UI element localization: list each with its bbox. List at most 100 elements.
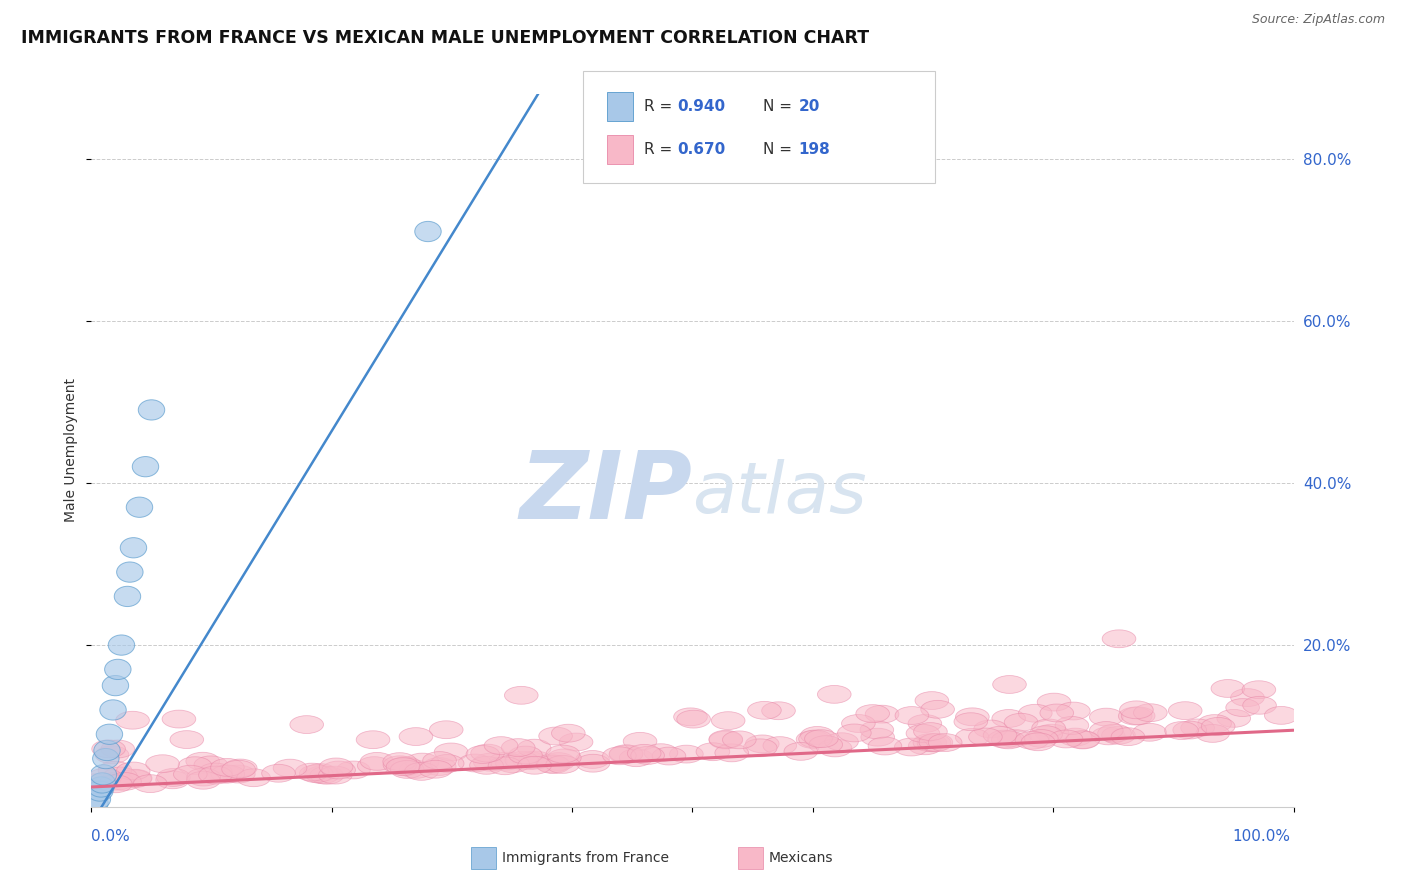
Ellipse shape	[1025, 730, 1059, 747]
Ellipse shape	[198, 766, 232, 784]
Text: N =: N =	[763, 99, 797, 114]
Ellipse shape	[399, 761, 433, 779]
Ellipse shape	[914, 723, 948, 740]
Ellipse shape	[576, 755, 610, 772]
Ellipse shape	[422, 757, 456, 775]
Ellipse shape	[98, 761, 132, 779]
Ellipse shape	[696, 743, 730, 761]
Ellipse shape	[1201, 717, 1234, 735]
Ellipse shape	[423, 752, 457, 770]
Ellipse shape	[1098, 724, 1132, 742]
Ellipse shape	[905, 724, 939, 742]
Ellipse shape	[94, 740, 121, 761]
Ellipse shape	[108, 635, 135, 656]
Ellipse shape	[1102, 630, 1136, 648]
Ellipse shape	[609, 746, 643, 764]
Ellipse shape	[842, 714, 875, 732]
Ellipse shape	[319, 766, 352, 784]
Ellipse shape	[1102, 726, 1135, 744]
Ellipse shape	[382, 753, 416, 771]
Ellipse shape	[79, 773, 112, 791]
Ellipse shape	[908, 737, 942, 755]
Ellipse shape	[104, 767, 138, 785]
Ellipse shape	[179, 756, 212, 774]
Ellipse shape	[908, 714, 942, 732]
Ellipse shape	[186, 752, 219, 770]
Ellipse shape	[669, 745, 703, 763]
Ellipse shape	[517, 756, 551, 774]
Text: R =: R =	[644, 99, 678, 114]
Ellipse shape	[108, 772, 142, 790]
Text: ZIP: ZIP	[520, 447, 692, 540]
Ellipse shape	[709, 731, 742, 748]
Ellipse shape	[799, 730, 832, 747]
Ellipse shape	[785, 742, 818, 760]
Ellipse shape	[273, 759, 307, 777]
Ellipse shape	[1040, 704, 1074, 722]
Ellipse shape	[295, 764, 329, 781]
Ellipse shape	[627, 745, 661, 763]
Ellipse shape	[187, 772, 221, 789]
Ellipse shape	[115, 711, 149, 729]
Ellipse shape	[222, 760, 256, 778]
Ellipse shape	[194, 756, 228, 773]
Ellipse shape	[134, 775, 167, 793]
Ellipse shape	[560, 733, 593, 751]
Y-axis label: Male Unemployment: Male Unemployment	[65, 378, 79, 523]
Ellipse shape	[429, 721, 463, 739]
Ellipse shape	[1090, 708, 1123, 726]
Ellipse shape	[117, 562, 143, 582]
Ellipse shape	[818, 739, 852, 756]
Ellipse shape	[917, 734, 950, 752]
Ellipse shape	[170, 731, 204, 748]
Ellipse shape	[804, 730, 838, 747]
Ellipse shape	[838, 724, 872, 742]
Ellipse shape	[118, 769, 152, 787]
Ellipse shape	[714, 744, 748, 762]
Ellipse shape	[547, 749, 581, 767]
Ellipse shape	[997, 730, 1031, 747]
Ellipse shape	[211, 758, 245, 776]
Ellipse shape	[1054, 716, 1088, 734]
Ellipse shape	[156, 769, 190, 787]
Ellipse shape	[865, 706, 898, 723]
Ellipse shape	[127, 497, 153, 517]
Ellipse shape	[1004, 714, 1038, 731]
Ellipse shape	[1133, 704, 1167, 722]
Ellipse shape	[620, 748, 652, 766]
Ellipse shape	[921, 700, 955, 718]
Ellipse shape	[1118, 707, 1152, 725]
Ellipse shape	[496, 755, 530, 772]
Text: Source: ZipAtlas.com: Source: ZipAtlas.com	[1251, 13, 1385, 27]
Ellipse shape	[98, 775, 132, 793]
Ellipse shape	[509, 746, 543, 764]
Ellipse shape	[360, 753, 394, 771]
Ellipse shape	[96, 724, 122, 745]
Ellipse shape	[357, 756, 391, 774]
Ellipse shape	[389, 758, 423, 776]
Ellipse shape	[856, 705, 890, 723]
Ellipse shape	[488, 756, 522, 774]
Ellipse shape	[87, 780, 112, 801]
Ellipse shape	[744, 739, 778, 756]
Ellipse shape	[894, 738, 928, 756]
Ellipse shape	[387, 757, 420, 775]
Ellipse shape	[222, 765, 254, 783]
Ellipse shape	[896, 706, 929, 724]
Ellipse shape	[430, 755, 464, 772]
Ellipse shape	[505, 686, 538, 704]
Ellipse shape	[796, 731, 830, 748]
Ellipse shape	[928, 733, 962, 751]
Ellipse shape	[644, 744, 678, 762]
Ellipse shape	[974, 720, 1008, 738]
Ellipse shape	[1111, 728, 1144, 746]
Ellipse shape	[1035, 724, 1069, 742]
Text: 0.940: 0.940	[678, 99, 725, 114]
Ellipse shape	[489, 752, 523, 770]
Ellipse shape	[1197, 724, 1229, 742]
Ellipse shape	[1029, 726, 1063, 744]
Ellipse shape	[319, 758, 353, 776]
Ellipse shape	[860, 721, 894, 739]
Ellipse shape	[1032, 719, 1066, 737]
Ellipse shape	[187, 768, 221, 786]
